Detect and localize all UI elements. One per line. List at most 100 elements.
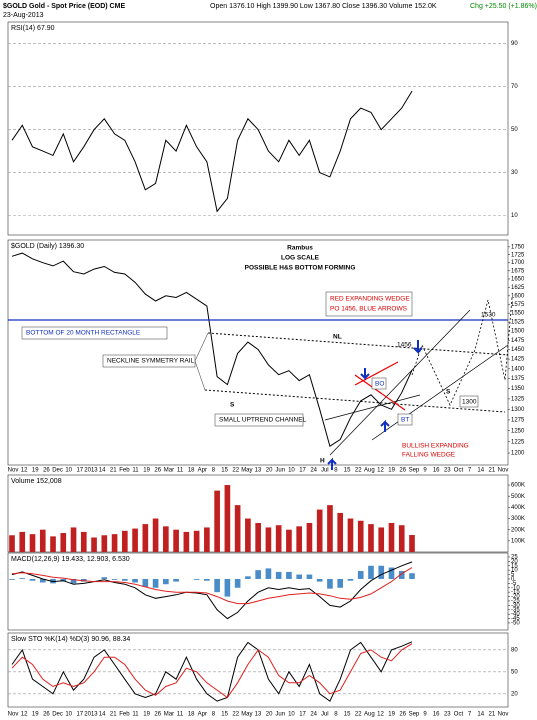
neckline	[207, 332, 509, 356]
x-tick-label: 8	[334, 712, 338, 718]
arrow	[380, 419, 390, 432]
x-tick-label: 15	[221, 712, 228, 718]
note: SMALL UPTREND CHANNEL	[219, 417, 307, 424]
bar	[265, 527, 272, 552]
y-tick-label: 1475	[511, 338, 525, 344]
x-tick-label: 26	[43, 468, 50, 474]
note: BULLISH EXPANDING	[402, 443, 469, 450]
bar	[19, 578, 26, 579]
x-tick-label: 22	[355, 468, 362, 474]
x-tick-label: 11	[132, 712, 139, 718]
x-tick-label: 12	[21, 468, 28, 474]
arrow	[360, 368, 370, 381]
x-tick-label: 19	[143, 468, 150, 474]
panel-frame	[7, 632, 509, 708]
bar	[111, 534, 118, 552]
x-tick-label: 17	[299, 468, 306, 474]
y-tick-label: 1575	[511, 302, 525, 308]
y-tick-label: 20	[511, 559, 518, 565]
bar	[398, 571, 405, 579]
note: NECKLINE SYMMETRY RAIL	[107, 358, 195, 365]
x-tick-label: 22	[232, 712, 239, 718]
x-tick-label: 9	[423, 712, 427, 718]
x-tick-label: 24	[310, 468, 317, 474]
x-tick-label: 18	[188, 712, 195, 718]
y-tick-label: 1400	[511, 366, 525, 372]
note: BT	[401, 417, 409, 424]
x-tick-label: 11	[177, 712, 184, 718]
label-box	[325, 291, 413, 317]
y-tick-label: 1500	[511, 329, 525, 335]
bar	[9, 578, 15, 580]
y-tick-label: -5	[511, 581, 517, 587]
bar	[183, 531, 190, 552]
bar	[409, 573, 415, 579]
x-tick-label: Aug	[364, 468, 375, 474]
x-tick-label: 17	[299, 712, 306, 718]
x-tick-label: 16	[433, 468, 440, 474]
bar	[327, 578, 333, 589]
bar	[296, 526, 302, 552]
x-tick-label: 23	[444, 468, 451, 474]
panel-title: Volume 152,008	[11, 478, 62, 485]
x-tick-label: Jul	[321, 468, 329, 474]
y-tick-label: 1250	[511, 428, 525, 434]
symbol: $GOLD Gold - Spot Price (EOD) CME	[3, 3, 125, 10]
x-tick-label: Apr	[198, 712, 207, 718]
y-tick-label: -50	[511, 621, 520, 627]
bar	[80, 531, 87, 552]
x-tick-label: 8	[212, 712, 216, 718]
y-tick-label: 1225	[511, 439, 525, 445]
y-tick-label: 100K	[511, 538, 525, 544]
x-tick-label: Nov	[8, 712, 19, 718]
x-tick-label: 20	[266, 712, 273, 718]
x-tick-label: 26	[154, 468, 161, 474]
bar	[234, 578, 241, 588]
note: FALLING WEDGE	[402, 452, 456, 459]
bar	[368, 524, 374, 552]
bar	[296, 574, 302, 579]
bar	[286, 571, 292, 579]
x-tick-label: 23	[444, 712, 451, 718]
x-tick-label: 7	[468, 712, 472, 718]
bar	[29, 534, 36, 552]
note: LOG SCALE	[281, 255, 320, 262]
series-line	[11, 561, 413, 620]
series-line	[11, 252, 413, 447]
bar	[60, 533, 67, 552]
x-tick-label: 19	[388, 712, 395, 718]
bar	[224, 485, 231, 552]
x-tick-label: 11	[177, 468, 184, 474]
x-tick-label: 24	[310, 712, 317, 718]
bar	[306, 522, 313, 552]
x-tick-label: 15	[344, 468, 351, 474]
y-tick-label: 600K	[511, 483, 525, 489]
x-tick-label: 26	[399, 712, 406, 718]
y-tick-label: 1750	[511, 244, 525, 250]
x-tick-label: 11	[132, 468, 139, 474]
label-box	[21, 326, 168, 340]
note: 1530	[481, 312, 496, 319]
x-tick-label: Feb	[119, 468, 130, 474]
x-tick-label: 20	[266, 468, 273, 474]
note: POSSIBLE H&S BOTTOM FORMING	[245, 265, 356, 272]
arrow	[327, 457, 337, 470]
y-tick-label: 1625	[511, 285, 525, 291]
x-tick-label: 10	[65, 468, 72, 474]
panel-title: Slow STO %K(14) %D(3) 90.96, 88.34	[11, 636, 130, 643]
quote: Open 1376.10 High 1399.90 Low 1367.80 Cl…	[210, 3, 437, 10]
y-tick-label: -40	[511, 612, 520, 618]
series-line	[11, 90, 413, 213]
change: Chg +25.50 (+1.86%)	[470, 3, 537, 10]
x-tick-label: Dec	[52, 712, 63, 718]
y-tick-label: 200K	[511, 527, 525, 533]
y-tick-label: -25	[511, 599, 520, 605]
x-tick-label: 26	[43, 712, 50, 718]
bar	[193, 530, 200, 552]
y-tick-label: -35	[511, 607, 520, 613]
x-tick-label: Aug	[364, 712, 375, 718]
note: BOTTOM OF 20 MONTH RECTANGLE	[26, 330, 141, 337]
label-box	[397, 413, 413, 426]
x-tick-label: 12	[377, 468, 384, 474]
